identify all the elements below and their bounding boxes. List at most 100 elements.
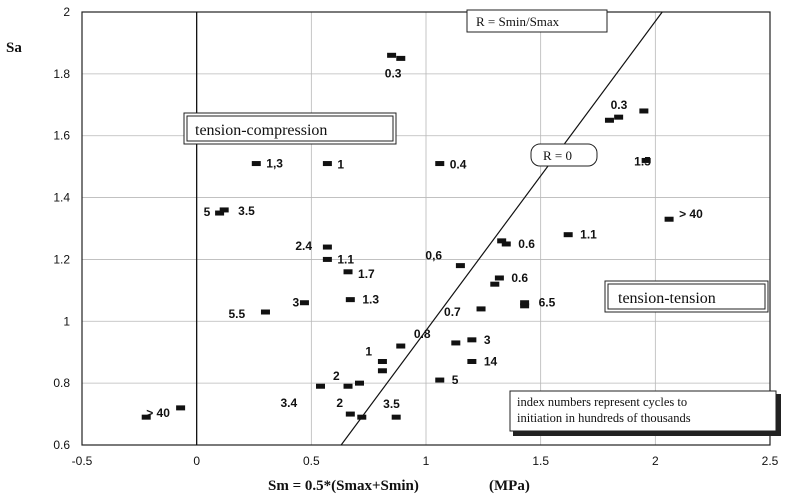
data-point-label: 0.6 — [511, 271, 528, 285]
data-point — [299, 300, 309, 306]
data-point-label: 5 — [452, 373, 459, 387]
data-point-label: 1,3 — [266, 157, 283, 171]
data-point-label: 2.4 — [295, 239, 312, 253]
y-tick-label: 1 — [63, 314, 70, 328]
data-point — [563, 232, 573, 238]
data-point-label: 1.7 — [358, 267, 375, 281]
data-point-label: > 40 — [146, 406, 170, 420]
tension-compression-label: tension-compression — [195, 122, 327, 139]
data-point — [176, 405, 186, 411]
data-point — [490, 281, 500, 287]
data-point — [343, 269, 353, 275]
data-point — [520, 303, 530, 309]
tension-compression-box: tension-compression — [183, 112, 397, 145]
data-point-label: 0.6 — [518, 237, 535, 251]
y-axis-label: Sa — [6, 40, 22, 56]
data-point-label: 3 — [292, 296, 299, 310]
data-point — [467, 337, 477, 343]
data-point — [641, 157, 651, 163]
data-point — [391, 414, 401, 420]
data-point-label: 3 — [484, 333, 491, 347]
data-point — [604, 117, 614, 123]
data-point — [260, 309, 270, 315]
data-point — [387, 52, 397, 58]
data-point — [639, 108, 649, 114]
data-point-label: 0.8 — [414, 327, 431, 341]
data-point-label: 1.1 — [580, 228, 597, 242]
data-point-label: 5.5 — [228, 307, 245, 321]
data-points: 0.3 0.3 1,3 1 0.4 1.5 5 3.5 > 40 0.6 1.1 2.4 1.1 1.7 0… — [141, 52, 703, 420]
data-point — [141, 414, 151, 420]
note-box: index numbers represent cycles to initia… — [509, 390, 781, 436]
data-point-label: 3.5 — [383, 397, 400, 411]
y-tick-label: 0.8 — [53, 376, 70, 390]
x-axis-unit: (MPa) — [489, 478, 530, 494]
plot-frame — [81, 11, 771, 446]
data-point-label: 14 — [484, 354, 498, 368]
x-tick-label: -0.5 — [72, 454, 93, 468]
data-point — [357, 414, 367, 420]
r-zero-box: R = 0 — [530, 143, 598, 167]
data-point — [614, 114, 624, 120]
data-point — [435, 377, 445, 383]
x-tick-label: 2 — [652, 454, 659, 468]
data-point — [476, 306, 486, 312]
y-tick-label: 1.4 — [53, 191, 70, 205]
r-formula-box: R = Smin/Smax — [466, 9, 608, 33]
data-point-label: > 40 — [679, 207, 703, 221]
data-point-label: 0.3 — [385, 66, 402, 80]
data-point-label: 6.5 — [539, 296, 556, 310]
y-tick-label: 1.8 — [53, 67, 70, 81]
x-tick-label: 2.5 — [762, 454, 779, 468]
data-point — [396, 343, 406, 349]
data-point-label: 3.4 — [281, 396, 298, 410]
data-point-label: 0.3 — [611, 98, 628, 112]
data-point — [501, 241, 511, 247]
x-axis-label: Sm = 0.5*(Smax+Smin) — [268, 478, 419, 494]
data-point-label: 2 — [333, 369, 340, 383]
note-line-1: index numbers represent cycles to — [517, 395, 687, 409]
data-point — [343, 383, 353, 389]
data-point — [377, 358, 387, 364]
data-point — [219, 207, 229, 213]
data-point-label: 0.4 — [450, 158, 467, 172]
data-point-label: 1 — [337, 158, 344, 172]
r-formula-text: R = Smin/Smax — [476, 14, 560, 29]
tick-labels: -0.5 0 0.5 1 1.5 2 2.5 0.6 0.8 1 1.2 1.4 1.6 1.8 2 — [53, 5, 778, 468]
y-tick-label: 0.6 — [53, 438, 70, 452]
data-point — [494, 275, 504, 281]
data-point-label: 1.1 — [337, 252, 354, 266]
data-point — [316, 383, 326, 389]
data-point — [467, 358, 477, 364]
data-point — [396, 55, 406, 61]
y-tick-label: 1.6 — [53, 129, 70, 143]
r-zero-text: R = 0 — [543, 148, 572, 163]
data-point — [664, 216, 674, 222]
data-point-label: 2 — [336, 396, 343, 410]
x-tick-label: 0.5 — [303, 454, 320, 468]
data-point — [345, 411, 355, 417]
data-point-label: 3.5 — [238, 204, 255, 218]
data-point — [322, 256, 332, 262]
data-point — [215, 210, 225, 216]
tension-tension-box: tension-tension — [604, 280, 769, 313]
data-point-label: 5 — [204, 205, 211, 219]
tension-tension-label: tension-tension — [618, 290, 716, 307]
data-point — [322, 244, 332, 250]
r-zero-line — [340, 11, 663, 446]
note-line-2: initiation in hundreds of thousands — [517, 411, 691, 425]
x-tick-label: 1.5 — [532, 454, 549, 468]
x-tick-label: 0 — [193, 454, 200, 468]
data-point — [251, 161, 261, 167]
data-point-label: 0,6 — [425, 249, 442, 263]
data-point — [451, 340, 461, 346]
data-point — [497, 238, 507, 244]
x-tick-label: 1 — [423, 454, 430, 468]
data-point — [435, 161, 445, 167]
y-tick-label: 2 — [63, 5, 70, 19]
data-point — [455, 263, 465, 269]
y-tick-label: 1.2 — [53, 252, 70, 266]
data-point — [520, 300, 530, 306]
data-point-label: 1 — [365, 344, 372, 358]
